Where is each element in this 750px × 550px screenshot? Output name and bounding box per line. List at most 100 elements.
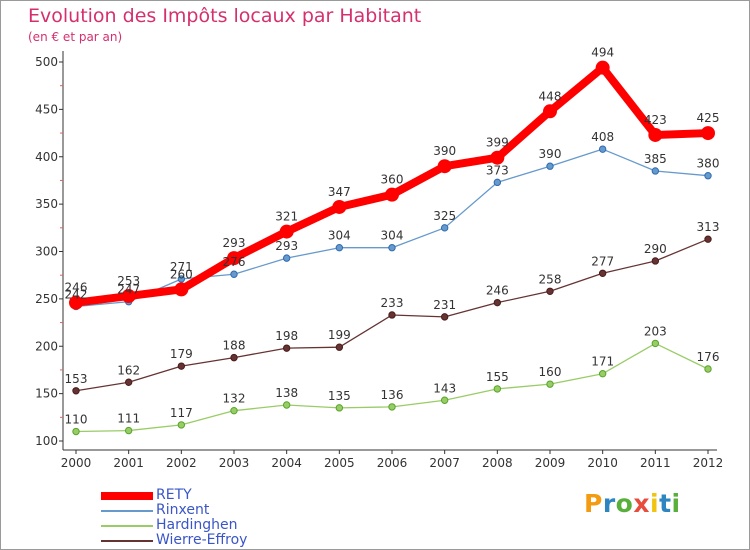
x-tick-label: 2000 [61, 456, 92, 470]
legend-label: RETY [156, 487, 192, 503]
logo-letter: o [615, 489, 634, 518]
data-label: 153 [65, 372, 88, 386]
logo-letter: i [650, 489, 660, 518]
data-label: 448 [539, 89, 562, 103]
data-point [72, 387, 80, 395]
data-point [69, 295, 83, 310]
data-point [543, 104, 557, 119]
legend-label: Hardinghen [156, 517, 238, 533]
data-point [230, 353, 238, 362]
data-label: 260 [170, 267, 193, 281]
data-point [335, 404, 344, 412]
data-point [598, 145, 607, 153]
x-tick-label: 2002 [166, 456, 197, 470]
logo-letter: x [633, 489, 650, 518]
y-tick-label: 150 [35, 387, 58, 401]
data-label: 293 [275, 239, 298, 253]
data-point [388, 311, 396, 319]
data-point [174, 282, 189, 297]
data-point [279, 224, 294, 239]
data-label: 277 [591, 254, 614, 268]
y-tick-label: 350 [35, 197, 58, 211]
data-point [282, 401, 291, 409]
data-point [124, 426, 133, 435]
data-point [335, 244, 344, 252]
data-label: 199 [328, 328, 351, 342]
data-point [121, 289, 136, 304]
data-point [704, 235, 712, 243]
data-point [704, 365, 712, 373]
data-point [72, 427, 80, 436]
data-label: 132 [223, 392, 246, 406]
data-label: 242 [65, 287, 88, 301]
logo-letter: t [659, 489, 672, 518]
data-label: 117 [170, 406, 193, 420]
x-tick-label: 2012 [693, 456, 724, 470]
data-point [335, 343, 344, 351]
data-label: 179 [170, 347, 193, 361]
data-point [651, 167, 660, 175]
data-label: 313 [697, 220, 720, 234]
legend-swatch [101, 510, 153, 512]
data-label: 276 [223, 255, 246, 269]
data-label: 203 [644, 324, 667, 338]
legend-swatch [101, 540, 153, 542]
x-tick-label: 2005 [324, 456, 355, 470]
data-label: 347 [328, 185, 351, 199]
data-label: 135 [328, 389, 351, 403]
data-point [230, 270, 238, 278]
data-label: 293 [223, 236, 246, 250]
data-label: 360 [381, 173, 404, 187]
legend-label: Rinxent [156, 502, 210, 518]
data-point [124, 378, 133, 386]
data-point [701, 126, 715, 141]
data-label: 162 [117, 363, 140, 377]
data-point [493, 385, 502, 393]
data-label: 231 [433, 298, 456, 312]
x-tick-label: 2001 [113, 456, 144, 470]
data-label: 408 [591, 130, 614, 144]
data-point [388, 403, 396, 411]
data-label: 233 [381, 296, 404, 310]
data-label: 138 [275, 386, 298, 400]
data-point [598, 269, 607, 277]
y-tick-label: 100 [35, 434, 58, 448]
data-point [546, 380, 554, 388]
data-point [440, 313, 449, 321]
data-label: 176 [697, 350, 720, 364]
data-point [440, 224, 449, 232]
data-point [651, 257, 660, 265]
data-label: 304 [328, 229, 351, 243]
data-point [230, 406, 238, 415]
data-label: 143 [433, 381, 456, 395]
data-point [177, 362, 186, 370]
data-point [282, 254, 291, 262]
data-point [648, 127, 663, 142]
data-point [388, 244, 396, 252]
data-point [651, 339, 660, 348]
data-label: 390 [433, 144, 456, 158]
x-tick-label: 2006 [377, 456, 408, 470]
data-label: 325 [433, 209, 456, 223]
y-tick-label: 200 [35, 339, 58, 353]
y-tick-label: 500 [35, 55, 58, 69]
y-tick-label: 300 [35, 245, 58, 259]
data-label: 304 [381, 229, 404, 243]
data-label: 390 [539, 147, 562, 161]
data-point [437, 159, 452, 174]
data-point [704, 172, 712, 180]
data-label: 373 [486, 163, 509, 177]
data-label: 160 [539, 365, 562, 379]
data-label: 423 [644, 113, 667, 127]
data-label: 425 [697, 111, 720, 125]
data-point [282, 344, 291, 352]
data-label: 385 [644, 152, 667, 166]
data-label: 155 [486, 370, 509, 384]
data-label: 258 [539, 272, 562, 286]
legend-label: Wierre-Effroy [156, 532, 248, 548]
x-tick-label: 2009 [535, 456, 566, 470]
data-label: 136 [381, 388, 404, 402]
data-label: 198 [275, 329, 298, 343]
